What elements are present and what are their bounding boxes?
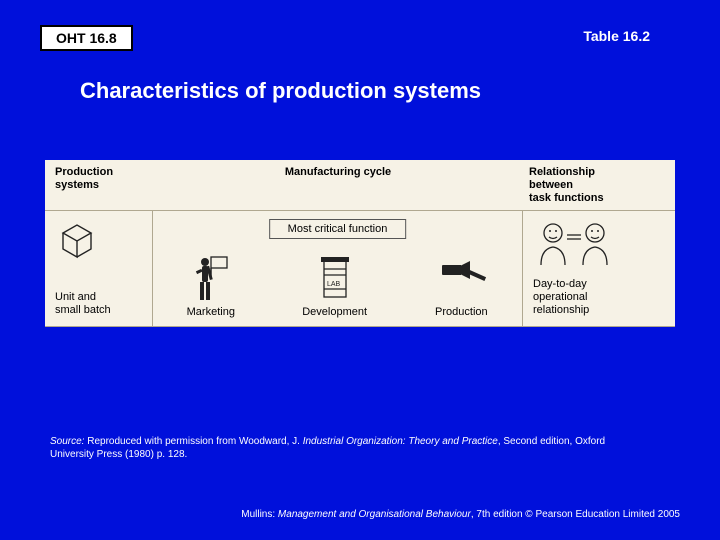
figure-header-row: Production systems Manufacturing cycle R… [45,160,675,211]
header-production-systems: Production systems [45,166,153,206]
cell-relationship: Day-to-day operational relationship [523,211,675,326]
figure-row-unit-small-batch: Unit and small batch Most critical funct… [45,211,675,327]
source-citation: Source: Reproduced with permission from … [50,435,650,461]
table-label: Table 16.2 [583,28,650,44]
item-marketing: Marketing [187,255,235,319]
marketing-label: Marketing [187,306,235,319]
production-label: Production [435,306,488,319]
relationship-label: Day-to-day operational relationship [533,278,667,318]
production-hammer-icon [434,255,488,303]
marketing-person-icon [194,255,228,303]
figure-table: Production systems Manufacturing cycle R… [45,160,675,327]
footer-rest: , 7th edition © Pearson Education Limite… [471,509,680,520]
footer-citation: Mullins: Management and Organisational B… [241,509,680,520]
source-title: Industrial Organization: Theory and Prac… [303,436,498,447]
footer-book-title: Management and Organisational Behaviour [278,509,471,520]
slide-title: Characteristics of production systems [80,78,481,104]
oht-label: OHT 16.8 [56,30,117,46]
item-production: Production [434,255,488,319]
development-lab-icon: LAB [316,255,354,303]
footer-author: Mullins: [241,509,278,520]
cell-manufacturing-cycle: Most critical function [153,211,523,326]
production-system-label: Unit and small batch [55,291,152,317]
cube-icon [55,219,99,259]
source-prefix: Source: [50,436,84,447]
item-development: LAB Development [302,255,367,319]
source-before: Reproduced with permission from Woodward… [84,436,302,447]
critical-function-box: Most critical function [269,219,407,239]
manufacturing-items: Marketing LAB Development [153,255,522,319]
header-relationship: Relationship between task functions [523,166,675,206]
oht-label-box: OHT 16.8 [40,25,133,51]
cell-production-system: Unit and small batch [45,211,153,326]
header-manufacturing-cycle: Manufacturing cycle [153,166,523,206]
development-label: Development [302,306,367,319]
two-people-talking-icon [533,219,617,267]
svg-text:LAB: LAB [327,281,341,288]
